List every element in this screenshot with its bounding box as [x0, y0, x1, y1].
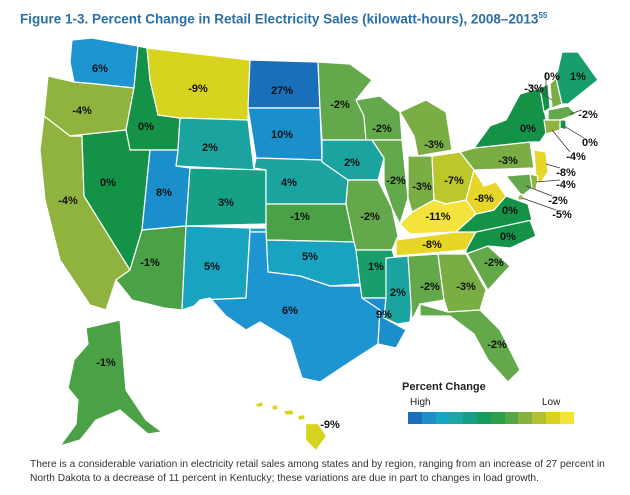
state-ct	[543, 119, 561, 135]
state-label-nv: 0%	[100, 177, 116, 189]
state-ri	[559, 119, 567, 131]
legend-swatch	[490, 412, 505, 424]
state-label-wy: 2%	[202, 142, 218, 154]
state-label-ok: 5%	[302, 251, 318, 263]
state-hi	[255, 401, 327, 451]
state-label-me: 1%	[570, 71, 586, 83]
state-label-wv: -8%	[474, 193, 494, 205]
state-label-vt: 0%	[544, 71, 560, 83]
state-label-ak: -1%	[96, 357, 116, 369]
state-label-hi: -9%	[320, 419, 340, 431]
state-mi	[399, 99, 453, 157]
state-ma	[547, 105, 577, 121]
legend-swatch	[449, 412, 464, 424]
state-label-la: 9%	[376, 309, 392, 321]
state-label-id: 0%	[138, 121, 154, 133]
state-label-nj: -8%	[556, 167, 576, 179]
state-label-wa: 6%	[92, 63, 108, 75]
state-label-mt: -9%	[188, 83, 208, 95]
state-label-tx: 6%	[282, 305, 298, 317]
legend-swatch	[504, 412, 519, 424]
state-al	[407, 253, 445, 321]
state-label-co: 3%	[218, 197, 234, 209]
legend-swatch	[408, 412, 422, 424]
state-label-in: -3%	[412, 181, 432, 193]
state-pa	[459, 141, 535, 171]
state-label-pa: -3%	[498, 155, 518, 167]
state-me	[555, 51, 599, 105]
legend-high-label: High	[410, 397, 431, 408]
legend-color-scale	[408, 412, 574, 424]
legend-swatch	[518, 412, 533, 424]
legend-swatch	[421, 412, 436, 424]
caption: There is a considerable variation in ele…	[30, 459, 605, 484]
state-label-tn: -8%	[422, 239, 442, 251]
leader-line-md	[525, 185, 553, 197]
state-label-ma: -2%	[578, 109, 598, 121]
state-label-nh: -3%	[524, 83, 544, 95]
state-label-mi: -3%	[424, 139, 444, 151]
leader-line-nh	[527, 83, 553, 101]
leader-line-nj	[545, 163, 561, 169]
state-label-mn: -2%	[330, 99, 350, 111]
state-nd	[247, 59, 321, 109]
legend-swatch	[532, 412, 546, 424]
state-vt	[539, 83, 551, 113]
state-il	[371, 139, 409, 225]
state-label-sc: -2%	[484, 257, 504, 269]
state-label-va: 0%	[502, 205, 518, 217]
state-label-fl: -2%	[487, 339, 507, 351]
leader-line-ma	[569, 109, 583, 115]
state-label-or: -4%	[72, 105, 92, 117]
state-wy	[175, 117, 255, 171]
state-md	[505, 173, 533, 197]
leader-line-de	[535, 179, 561, 183]
state-label-mo: -2%	[360, 211, 380, 223]
legend-low-label: Low	[542, 397, 561, 408]
state-label-oh: -7%	[444, 175, 464, 187]
state-ny	[473, 87, 549, 149]
state-label-ca: -4%	[58, 195, 78, 207]
legend-swatch	[463, 412, 477, 424]
legend-swatch	[545, 412, 560, 424]
legend-swatch	[559, 412, 574, 424]
state-label-ky: -11%	[425, 211, 450, 223]
state-tx	[199, 231, 381, 383]
state-label-nm: 5%	[204, 261, 220, 273]
state-label-ga: -3%	[456, 281, 476, 293]
state-fl	[419, 303, 521, 383]
state-label-dc: -5%	[552, 209, 572, 221]
legend-title: Percent Change	[402, 381, 486, 393]
state-label-ut: 8%	[156, 187, 172, 199]
state-label-ia: 2%	[344, 157, 360, 169]
leader-line-ri	[563, 125, 585, 139]
state-label-sd: 10%	[271, 129, 293, 141]
state-label-ms: 2%	[390, 287, 406, 299]
state-label-az: -1%	[140, 257, 160, 269]
state-label-ne: 4%	[281, 177, 297, 189]
state-label-md: -2%	[548, 195, 568, 207]
state-label-ar: 1%	[368, 261, 384, 273]
state-ak	[59, 319, 163, 447]
legend-swatch	[476, 412, 491, 424]
state-label-wi: -2%	[372, 123, 392, 135]
state-ks	[265, 203, 355, 243]
legend-swatch	[435, 412, 450, 424]
state-label-de: -4%	[556, 179, 576, 191]
state-label-nd: 27%	[271, 85, 293, 97]
leader-line-ct	[551, 129, 571, 153]
state-label-al: -2%	[420, 281, 440, 293]
state-label-ct: -4%	[566, 151, 586, 163]
state-label-ks: -1%	[290, 211, 310, 223]
state-label-ny: 0%	[520, 123, 536, 135]
state-label-il: -2%	[386, 175, 406, 187]
leader-line-dc	[521, 197, 557, 211]
figure-title: Figure 1-3. Percent Change in Retail Ele…	[20, 11, 548, 27]
state-label-nc: 0%	[500, 231, 516, 243]
state-wv	[465, 169, 507, 215]
state-label-ri: 0%	[582, 137, 598, 149]
